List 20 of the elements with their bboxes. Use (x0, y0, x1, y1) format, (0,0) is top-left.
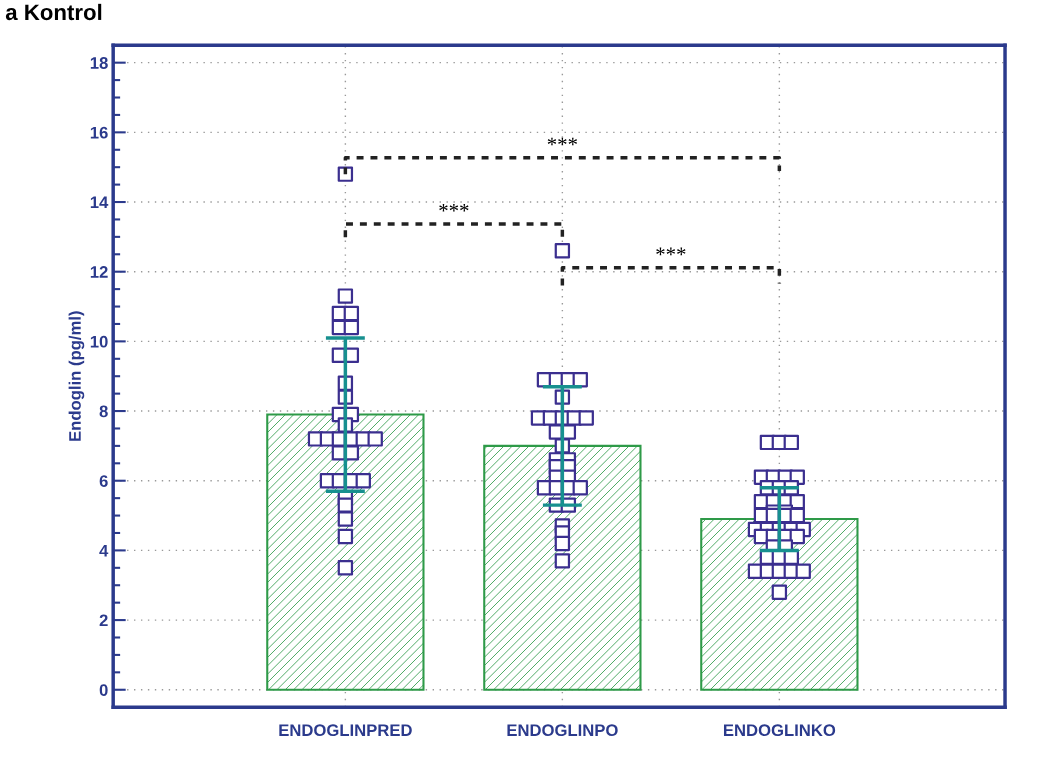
y-tick-label: 2 (99, 614, 108, 627)
y-tick-label: 4 (99, 544, 109, 557)
x-tick-label: ENDOGLINPO (507, 724, 618, 737)
y-tick-label: 14 (90, 196, 109, 209)
y-tick-label: 10 (90, 335, 108, 348)
y-axis-title: Endoglin (pg/ml) (68, 311, 85, 441)
x-tick-label: ENDOGLINKO (723, 724, 836, 737)
annotation: *** (656, 247, 686, 256)
y-tick-label: 16 (90, 126, 108, 139)
bar (266, 413, 425, 691)
y-tick-label: 8 (99, 405, 108, 418)
text: a Kontrol (5, 3, 102, 21)
y-tick-label: 12 (90, 266, 108, 278)
x-tick-label: ENDOGLINPRED (279, 724, 412, 737)
annotation: *** (439, 203, 469, 212)
y-tick-label: 0 (99, 684, 108, 696)
y-tick-label: 6 (99, 475, 108, 487)
y-tick-label: 18 (90, 57, 108, 69)
annotation: *** (547, 137, 577, 146)
bar (483, 444, 642, 691)
